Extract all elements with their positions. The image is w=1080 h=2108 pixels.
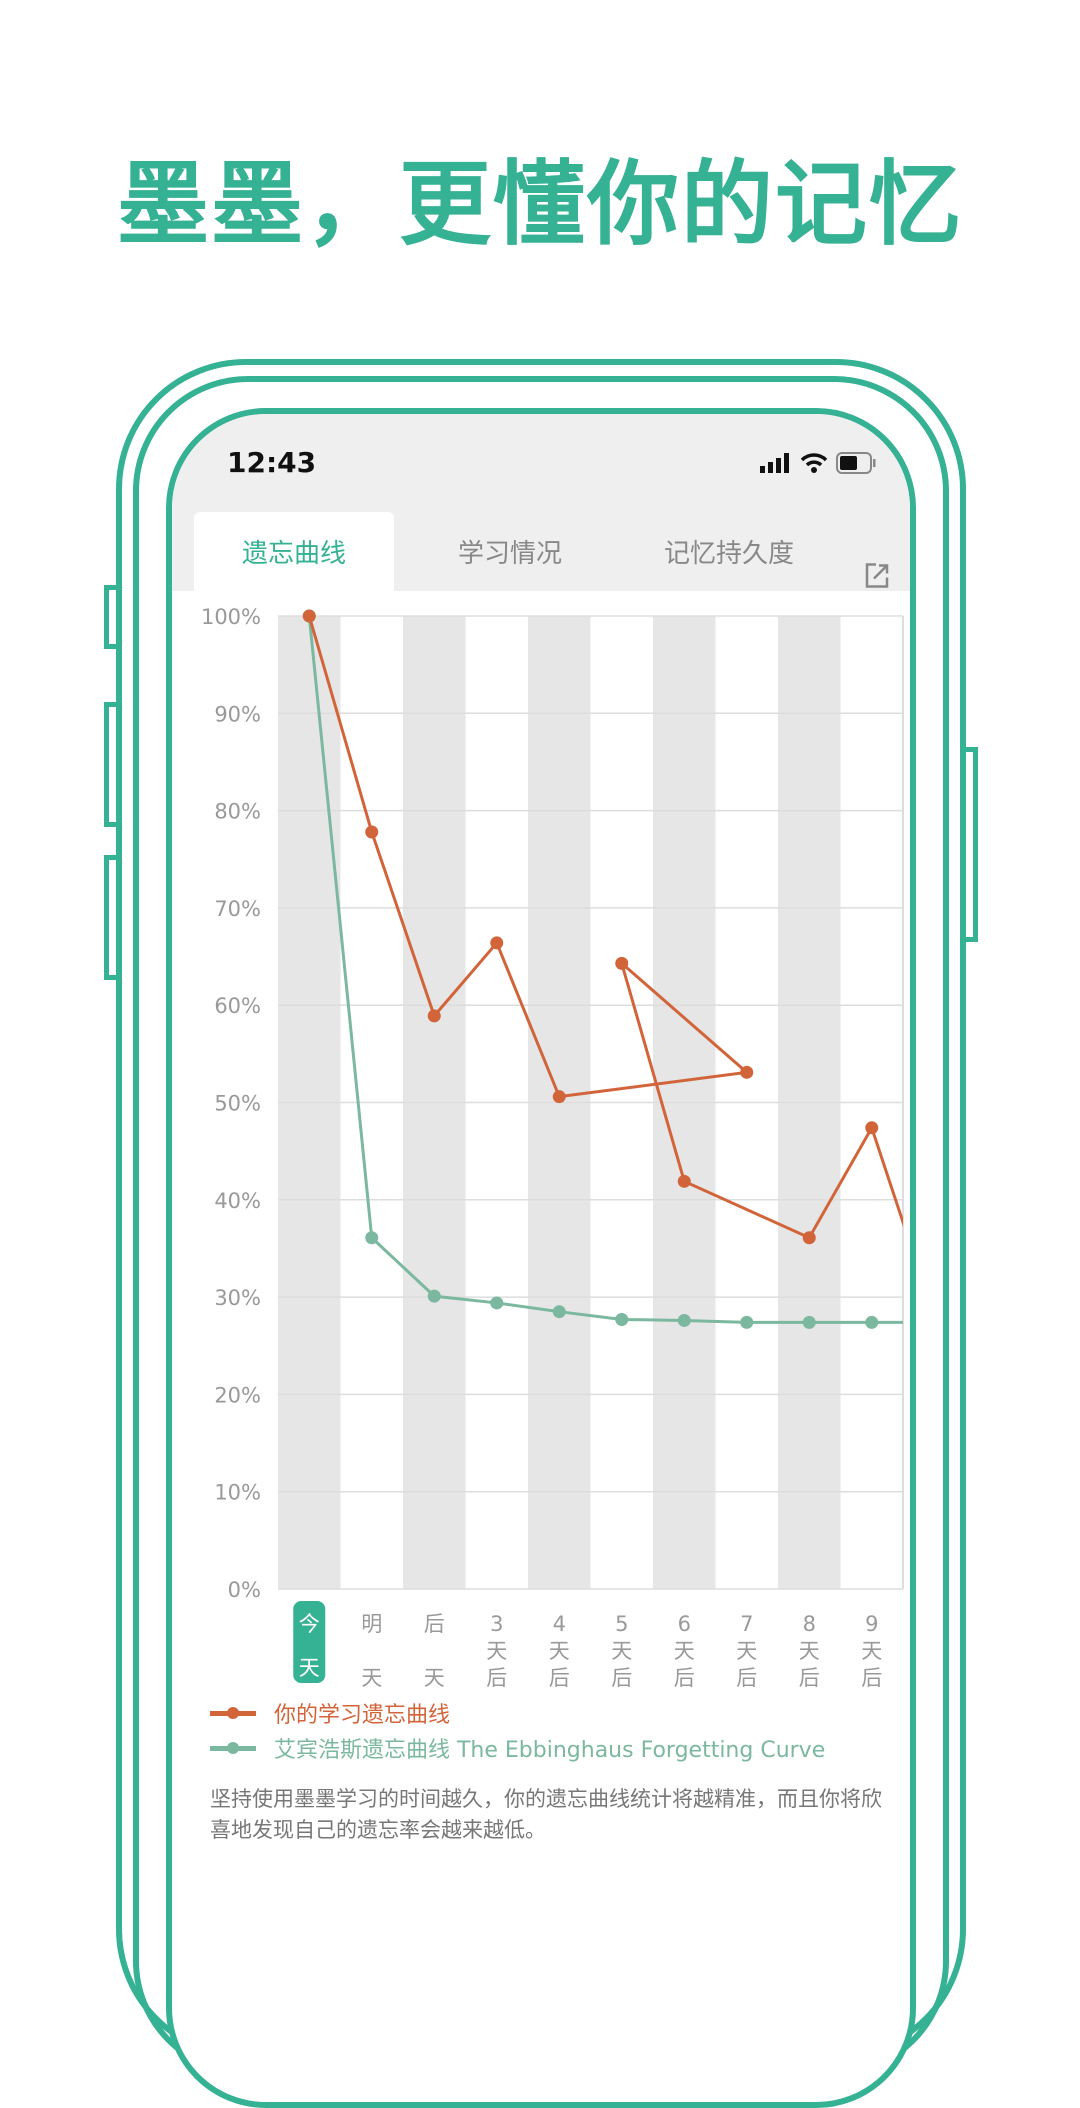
x-tick-label: 后: [611, 1666, 632, 1690]
x-tick-label: 后: [424, 1612, 445, 1636]
data-point: [615, 1312, 629, 1326]
x-tick-label: 天: [799, 1639, 820, 1663]
legend-label: 艾宾浩斯遗忘曲线 The Ebbinghaus Forgetting Curve: [274, 1738, 826, 1763]
data-point: [740, 1065, 754, 1079]
x-tick-label: 天: [736, 1639, 757, 1663]
legend-ebbinghaus: 艾宾浩斯遗忘曲线 The Ebbinghaus Forgetting Curve: [210, 1732, 825, 1764]
x-tick-label: 后: [486, 1666, 507, 1690]
tab-forgetting-curve[interactable]: 遗忘曲线: [194, 512, 394, 591]
data-point: [865, 1121, 879, 1135]
data-point: [427, 1289, 441, 1303]
x-tick-label: 天: [424, 1666, 445, 1690]
data-point: [490, 936, 504, 950]
y-tick-label: 30%: [214, 1286, 261, 1310]
tab-learning-status[interactable]: 学习情况: [457, 539, 562, 569]
phone-side-button: [962, 747, 978, 942]
data-point: [552, 1305, 566, 1319]
x-tick-label: 天: [299, 1656, 320, 1680]
x-tick-label: 后: [736, 1666, 757, 1690]
top-bar: 12:43 遗忘曲线 学习情况 记忆持久度: [172, 414, 910, 591]
y-tick-label: 90%: [214, 702, 261, 726]
signal-icon: [760, 453, 789, 473]
y-tick-label: 10%: [214, 1481, 261, 1505]
x-tick-label: 天: [549, 1639, 570, 1663]
data-point: [552, 1090, 566, 1104]
x-tick-label: 天: [361, 1666, 382, 1690]
x-tick-label: 天: [611, 1639, 632, 1663]
x-tick-label: 明: [361, 1612, 382, 1636]
x-tick-label: 8: [803, 1612, 816, 1636]
status-icons: [760, 452, 876, 474]
y-tick-label: 100%: [201, 605, 261, 629]
x-tick-label: 今: [299, 1612, 320, 1636]
legend-line-green: [210, 1741, 256, 1754]
y-tick-label: 50%: [214, 1092, 261, 1116]
data-point: [740, 1315, 754, 1329]
tab-memory-durability[interactable]: 记忆持久度: [663, 539, 794, 569]
today-highlight: [293, 1601, 326, 1683]
legend-line-red: [210, 1706, 256, 1719]
x-tick-label: 3: [490, 1612, 503, 1636]
data-point: [677, 1174, 691, 1188]
data-point: [615, 956, 629, 970]
data-point: [865, 1315, 879, 1329]
battery-icon: [836, 452, 876, 474]
data-point: [427, 1009, 441, 1023]
x-tick-label: 6: [678, 1612, 691, 1636]
data-point: [365, 1231, 379, 1245]
x-tick-label: 后: [549, 1666, 570, 1690]
legend-label: 你的学习遗忘曲线: [274, 1703, 451, 1728]
y-tick-label: 70%: [214, 897, 261, 921]
data-point: [302, 609, 316, 623]
phone-screen: 12:43 遗忘曲线 学习情况 记忆持久度 0% 10% 20% 30% 40% 50% 6…: [166, 408, 916, 2108]
legend-user-curve: 你的学习遗忘曲线: [210, 1697, 450, 1729]
status-time: 12:43: [227, 446, 317, 479]
x-tick-label: 5: [615, 1612, 628, 1636]
data-point: [365, 825, 379, 839]
data-point: [490, 1296, 504, 1310]
x-tick-label: 后: [799, 1666, 820, 1690]
y-tick-label: 20%: [214, 1383, 261, 1407]
x-tick-label: 天: [674, 1639, 695, 1663]
x-tick-label: 天: [486, 1639, 507, 1663]
wifi-icon: [800, 453, 828, 473]
x-tick-label: 9: [865, 1612, 878, 1636]
data-point: [802, 1231, 816, 1245]
x-tick-label: 7: [740, 1612, 753, 1636]
share-icon[interactable]: [862, 536, 892, 615]
y-tick-label: 0%: [228, 1578, 261, 1602]
headline: 墨墨，更懂你的记忆: [116, 151, 963, 258]
data-point: [677, 1313, 691, 1327]
y-tick-label: 40%: [214, 1189, 261, 1213]
description-text: 坚持使用墨墨学习的时间越久，你的遗忘曲线统计将越精准，而且你将欣喜地发现自己的遗…: [210, 1787, 882, 1842]
x-tick-label: 后: [674, 1666, 695, 1690]
forgetting-curve-chart: 0%10%20%30%40%50%60%70%80%90%100%今天明天后天3…: [201, 605, 904, 1690]
x-tick-label: 4: [553, 1612, 566, 1636]
y-tick-label: 60%: [214, 994, 261, 1018]
x-tick-label: 天: [861, 1639, 882, 1663]
y-tick-label: 80%: [214, 800, 261, 824]
x-tick-label: 后: [861, 1666, 882, 1690]
data-point: [802, 1315, 816, 1329]
